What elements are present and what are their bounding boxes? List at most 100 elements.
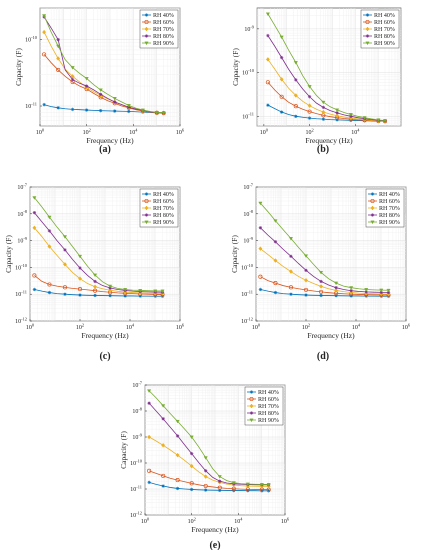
data-point — [349, 286, 354, 290]
data-point — [161, 404, 166, 408]
data-point — [335, 108, 340, 113]
data-point — [147, 468, 152, 473]
data-point — [189, 435, 194, 440]
x-tick-label-base: 10 — [141, 519, 147, 525]
data-point — [161, 442, 166, 448]
data-point — [334, 281, 339, 286]
y-axis-label: Capacity (F) — [230, 235, 239, 273]
data-point — [386, 288, 391, 293]
y-tick-label-exp: -7 — [249, 182, 253, 187]
data-point — [293, 61, 298, 65]
series-line — [260, 202, 389, 291]
legend-label: RH 40% — [153, 192, 174, 198]
series-0 — [32, 287, 165, 298]
data-point — [217, 485, 222, 490]
data-point — [78, 293, 82, 297]
x-tick-label: 100 — [141, 516, 150, 525]
y-tick-label-exp: -11 — [248, 112, 254, 117]
legend-marker — [249, 418, 254, 423]
data-point — [319, 289, 324, 294]
x-tick-label: 100 — [26, 322, 35, 331]
data-point — [62, 285, 67, 290]
data-point — [379, 290, 383, 295]
x-tick-label-base: 10 — [260, 130, 266, 136]
data-point — [218, 479, 222, 483]
series-1 — [258, 274, 391, 298]
data-point — [382, 119, 388, 123]
x-tick-label-exp: 6 — [182, 322, 185, 327]
data-point — [161, 417, 165, 421]
data-point — [203, 474, 208, 479]
y-tick-label-base: 10 — [132, 409, 138, 415]
legend-marker — [370, 220, 375, 225]
y-tick-label: 10-7 — [132, 380, 142, 389]
legend-marker — [144, 220, 149, 225]
data-point — [189, 481, 194, 486]
data-point — [47, 215, 52, 220]
x-axis-label: Frequency (Hz) — [307, 331, 355, 340]
y-tick-label-exp: -11 — [21, 290, 27, 295]
data-point — [189, 451, 194, 456]
y-tick-label: 10-11 — [242, 112, 254, 121]
y-tick-label-base: 10 — [132, 383, 138, 389]
data-point — [147, 389, 152, 393]
data-point — [294, 114, 298, 119]
y-tick-label: 10-10 — [241, 263, 254, 272]
x-tick-label-base: 10 — [402, 325, 408, 331]
data-point — [307, 85, 312, 89]
legend: RH 40%RH 60%RH 70%RH 80%RH 90% — [139, 9, 179, 49]
x-tick-label: 104 — [351, 127, 360, 136]
legend-label: RH 70% — [153, 27, 174, 33]
y-tick-label: 10-10 — [25, 35, 38, 44]
legend-marker — [144, 192, 149, 196]
data-point — [32, 196, 37, 200]
legend-label: RH 60% — [258, 397, 279, 403]
y-axis-label: Capacity (F) — [4, 235, 13, 273]
y-tick-label: 10-9 — [244, 24, 254, 33]
x-tick-label-base: 10 — [281, 519, 287, 525]
data-point — [259, 483, 264, 487]
data-point — [293, 104, 298, 109]
y-tick-label-exp: -12 — [136, 510, 142, 515]
series-4 — [258, 201, 391, 293]
legend-label: RH 90% — [153, 41, 174, 47]
x-tick-label-exp: 2 — [308, 322, 310, 327]
y-tick-label: 10-7 — [243, 182, 253, 191]
data-point — [204, 469, 208, 473]
data-point — [245, 482, 250, 487]
x-tick-label-base: 10 — [188, 519, 194, 525]
legend-marker — [370, 192, 375, 196]
series-line — [34, 197, 163, 292]
series-line — [260, 276, 389, 296]
data-point — [138, 289, 143, 293]
data-point — [78, 276, 82, 281]
legend-marker — [249, 390, 254, 394]
legend-marker — [370, 198, 375, 204]
y-tick-label: 10-11 — [15, 290, 27, 299]
x-tick-label-exp: 6 — [408, 322, 411, 327]
data-point — [364, 290, 368, 294]
data-point — [175, 452, 180, 458]
x-tick-label-base: 10 — [76, 325, 82, 331]
x-tick-label-exp: 0 — [147, 516, 150, 521]
data-point — [42, 102, 46, 107]
data-point — [293, 93, 298, 98]
x-tick-label: 100 — [260, 127, 269, 136]
y-tick-label-exp: -8 — [23, 209, 27, 214]
series-3 — [258, 226, 391, 295]
y-tick-label-exp: -12 — [247, 316, 253, 321]
y-tick-label: 10-9 — [17, 236, 27, 245]
data-point — [335, 118, 339, 122]
data-point — [99, 92, 103, 97]
y-tick-label-exp: -9 — [250, 24, 254, 29]
data-point — [260, 489, 264, 493]
data-point — [379, 288, 384, 293]
data-point — [258, 226, 263, 230]
data-point — [319, 279, 323, 284]
data-point — [189, 487, 194, 492]
x-tick-label-exp: 0 — [258, 322, 261, 327]
y-tick-label-base: 10 — [25, 38, 31, 44]
x-tick-label-base: 10 — [351, 130, 357, 136]
x-tick-label: 100 — [36, 127, 45, 136]
